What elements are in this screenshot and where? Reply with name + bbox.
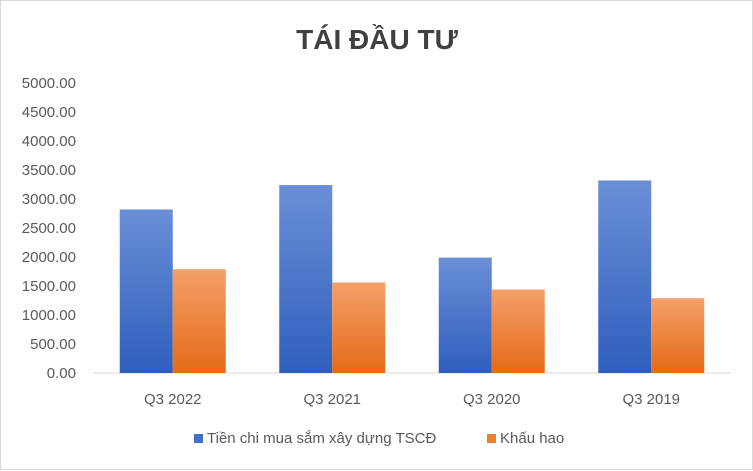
bar-tscd-q3-2019 <box>598 180 652 373</box>
x-category-label: Q3 2019 <box>622 391 680 408</box>
y-tick-label: 5000.00 <box>22 75 76 92</box>
bar-khau-hao-q3-2022 <box>172 269 226 373</box>
bar-tscd-q3-2020 <box>438 257 492 373</box>
y-tick-label: 4000.00 <box>22 133 76 150</box>
y-axis: 0.00 500.00 1000.00 1500.00 2000.00 2500.00 30… <box>22 75 76 382</box>
y-tick-label: 0.00 <box>47 365 76 382</box>
legend-swatch-khau-hao <box>487 434 496 443</box>
x-category-label: Q3 2020 <box>463 391 521 408</box>
x-category-label: Q3 2022 <box>144 391 202 408</box>
x-category-label: Q3 2021 <box>303 391 361 408</box>
y-tick-label: 2500.00 <box>22 220 76 237</box>
bar-khau-hao-q3-2019 <box>651 298 705 373</box>
y-tick-label: 3500.00 <box>22 162 76 179</box>
legend: Tiền chi mua sắm xây dựng TSCĐ Khấu hao <box>194 430 564 447</box>
y-tick-label: 1000.00 <box>22 307 76 324</box>
y-tick-label: 3000.00 <box>22 191 76 208</box>
x-axis: Q3 2022 Q3 2021 Q3 2020 Q3 2019 <box>93 372 731 408</box>
legend-swatch-tscd <box>194 434 203 443</box>
bar-tscd-q3-2022 <box>119 209 173 373</box>
chart-title: TÁI ĐẦU TƯ <box>296 24 458 55</box>
y-tick-label: 1500.00 <box>22 278 76 295</box>
bar-khau-hao-q3-2021 <box>332 282 386 373</box>
bars-group <box>119 180 705 373</box>
y-tick-label: 500.00 <box>30 336 76 353</box>
y-tick-label: 4500.00 <box>22 104 76 121</box>
bar-tscd-q3-2021 <box>279 185 333 373</box>
legend-label-khau-hao: Khấu hao <box>500 430 564 447</box>
legend-label-tscd: Tiền chi mua sắm xây dựng TSCĐ <box>207 430 436 447</box>
bar-khau-hao-q3-2020 <box>491 289 545 373</box>
y-tick-label: 2000.00 <box>22 249 76 266</box>
